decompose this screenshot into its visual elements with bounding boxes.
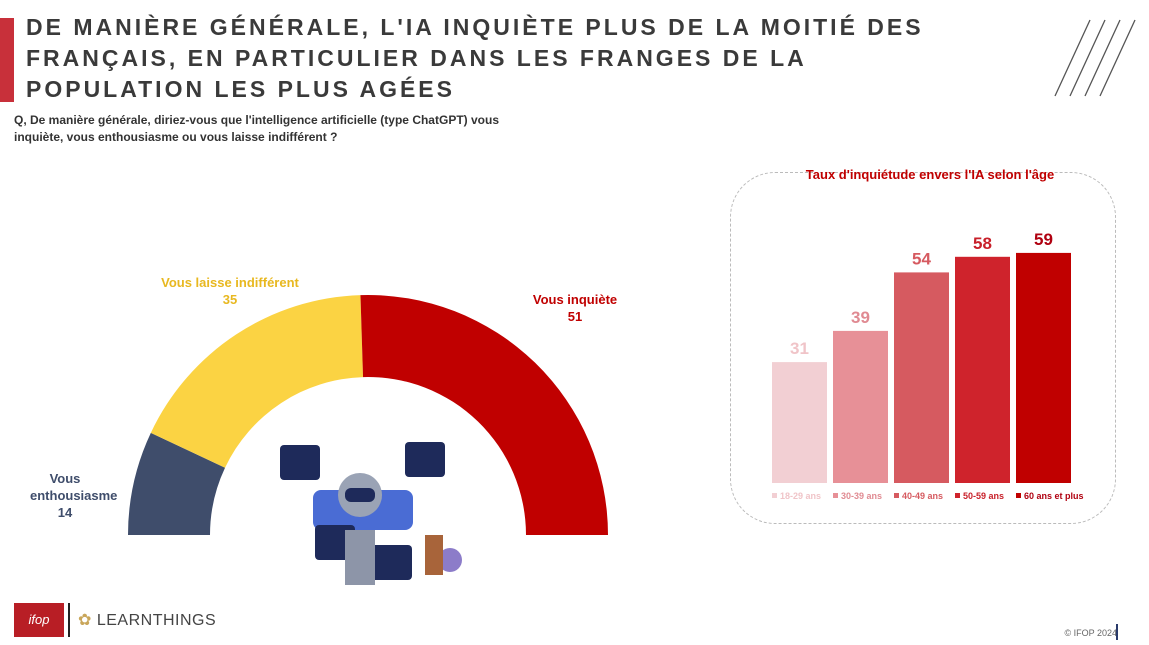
- legend-label: 50-59 ans: [963, 491, 1004, 501]
- bar-value-label: 54: [912, 249, 931, 268]
- bar-40-49-ans: [894, 272, 949, 483]
- legend-label: 18-29 ans: [780, 491, 821, 501]
- decorative-stripes: [1054, 19, 1136, 97]
- legend-swatch: [772, 493, 777, 498]
- bar-value-label: 39: [851, 308, 870, 327]
- learnthings-icon: ✿: [78, 612, 97, 629]
- copyright-divider: [1116, 624, 1118, 640]
- donut-label-inquiete: Vous inquiète 51: [532, 292, 618, 324]
- donut-label-indifferent: Vous laisse indifférent 35: [161, 275, 299, 307]
- bar-60-ans-et-plus: [1016, 252, 1071, 483]
- bar-50-59-ans: [955, 256, 1010, 483]
- legend-swatch: [833, 493, 838, 498]
- bar-value-label: 31: [790, 339, 809, 358]
- bar-value-label: 59: [1034, 230, 1053, 249]
- ifop-logo: ifop: [14, 603, 64, 637]
- bar-value-label: 58: [973, 234, 992, 253]
- copyright: © IFOP 2024: [1064, 628, 1118, 638]
- legend-label: 60 ans et plus: [1024, 491, 1084, 501]
- learnthings-logo: ✿ LEARNTHINGS: [78, 612, 217, 629]
- legend-label: 30-39 ans: [841, 491, 882, 501]
- age-chart-panel: [730, 172, 1116, 524]
- age-chart-title: Taux d'inquiétude envers l'IA selon l'âg…: [805, 167, 1055, 182]
- legend-swatch: [894, 493, 899, 498]
- donut-segment-2: [360, 295, 608, 535]
- robot-illustration: [280, 442, 462, 585]
- page-title: DE MANIÈRE GÉNÉRALE, L'IA INQUIÈTE PLUS …: [26, 14, 924, 102]
- bar-18-29-ans: [772, 362, 827, 483]
- legend-swatch: [955, 493, 960, 498]
- donut-label-enthousiasme: Vous enthousiasme 14: [30, 471, 118, 520]
- legend-swatch: [1016, 493, 1021, 498]
- legend-label: 40-49 ans: [902, 491, 943, 501]
- title-accent-bar: [0, 18, 14, 102]
- bar-30-39-ans: [833, 330, 888, 483]
- donut-segment-1: [150, 295, 364, 468]
- half-donut-chart: [128, 295, 608, 535]
- survey-question: Q, De manière générale, diriez-vous que …: [14, 113, 499, 144]
- logo-divider: [68, 603, 70, 637]
- donut-segment-0: [128, 432, 226, 535]
- age-bar-chart: 31 18-29 ans 39 30-39 ans 54 40-49 ans 58 50-59…: [772, 230, 1084, 501]
